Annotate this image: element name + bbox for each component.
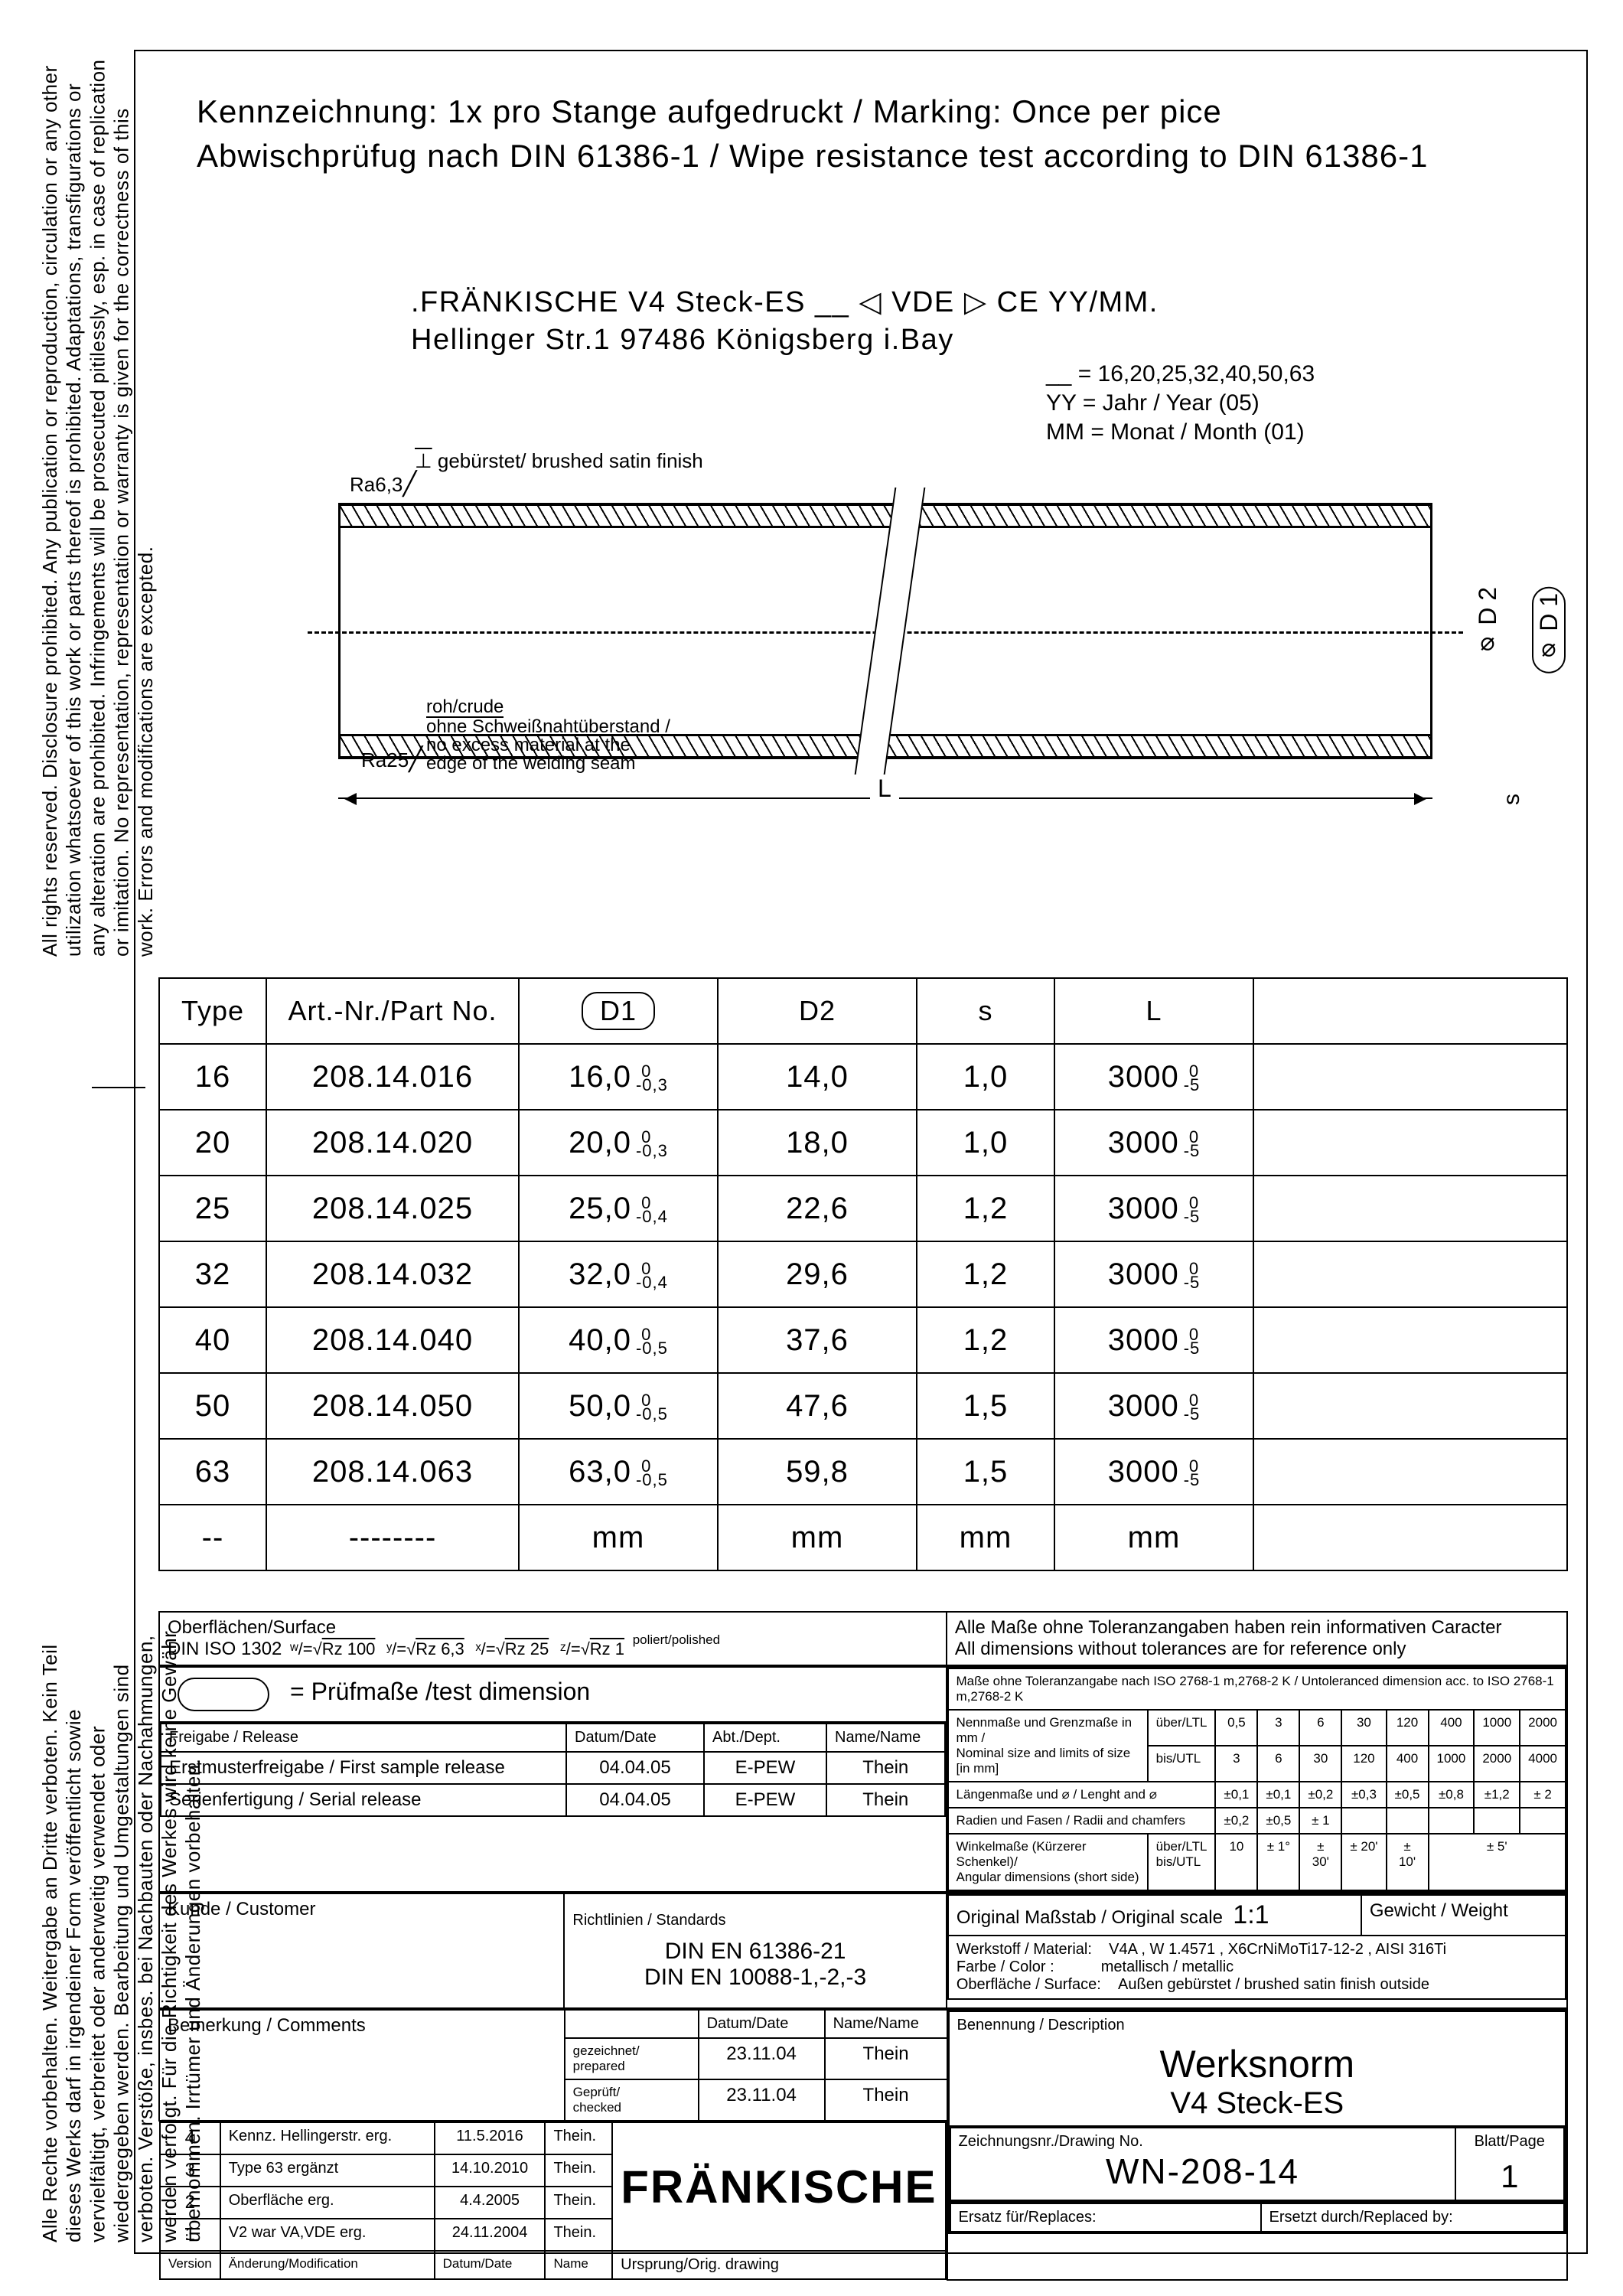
parts-table: Type Art.-Nr./Part No. D1 D2 s L 16208.1… — [158, 977, 1568, 1571]
kunde-cell: Kunde / Customer — [159, 1893, 564, 2008]
table-row: 20208.14.02020,0 0-0,318,01,03000 0-5 — [159, 1110, 1567, 1176]
oval-symbol — [178, 1678, 269, 1711]
tol-table-cell: Maße ohne Toleranzangabe nach ISO 2768-1… — [947, 1667, 1568, 1892]
table-row: 63208.14.06363,0 0-0,559,81,53000 0-5 — [159, 1439, 1567, 1505]
marking-legend: __ = 16,20,25,32,40,50,63 YY = Jahr / Ye… — [1046, 361, 1315, 448]
dim-s: s — [1499, 794, 1525, 805]
legend-2: MM = Monat / Month (01) — [1046, 419, 1315, 445]
ra25-label: Ra25╱ — [361, 746, 422, 773]
standards-cell: Richtlinien / Standards DIN EN 61386-21 … — [564, 1893, 946, 2008]
parts-header: Type Art.-Nr./Part No. D1 D2 s L — [159, 978, 1567, 1044]
dim-D2: ⌀ D 2 — [1473, 587, 1502, 661]
release-cell: Freigabe / ReleaseDatum/DateAbt./Dept.Na… — [159, 1722, 947, 1892]
legend-1: YY = Jahr / Year (05) — [1046, 390, 1315, 416]
description-cell: Benennung / Description Werksnorm V4 Ste… — [947, 2010, 1567, 2280]
surface-cell: Oberflächen/Surface DIN ISO 1302 ʷ/=√Rz … — [159, 1612, 947, 1665]
header-notes: Kennzeichnung: 1x pro Stange aufgedruckt… — [197, 93, 1428, 182]
table-row: 40208.14.04040,0 0-0,537,61,23000 0-5 — [159, 1307, 1567, 1373]
sig-h2: Name/Name — [825, 2010, 947, 2038]
units-row: ----------mmmmmmmm — [159, 1505, 1567, 1570]
th-type: Type — [159, 978, 266, 1044]
th-empty — [1253, 978, 1567, 1044]
scale-material-cell: Original Maßstab / Original scale 1:1 Ge… — [947, 1893, 1567, 2008]
th-part: Art.-Nr./Part No. — [266, 978, 519, 1044]
brushed-label: ⊥ gebürstet/ brushed satin finish — [415, 449, 703, 473]
roh-note: roh/crude ohne Schweißnahtüberstand / no… — [426, 698, 670, 773]
bemerkung-cell: Bemerkung / Comments — [159, 2010, 565, 2121]
th-d1: D1 — [519, 978, 718, 1044]
legend-0: __ = 16,20,25,32,40,50,63 — [1046, 361, 1315, 387]
title-block: Oberflächen/Surface DIN ISO 1302 ʷ/=√Rz … — [158, 1611, 1568, 2281]
marking-line2: Hellinger Str.1 97486 Königsberg i.Bay — [411, 324, 1159, 357]
testdim-cell: = Prüfmaße /test dimension — [159, 1667, 947, 1722]
drawing-frame: Kennzeichnung: 1x pro Stange aufgedruckt… — [134, 50, 1588, 2254]
th-d2: D2 — [718, 978, 917, 1044]
table-row: 50208.14.05050,0 0-0,547,61,53000 0-5 — [159, 1373, 1567, 1439]
header-line2: Abwischprüfug nach DIN 61386-1 / Wipe re… — [197, 138, 1428, 174]
table-row: 25208.14.02525,0 0-0,422,61,23000 0-5 — [159, 1176, 1567, 1241]
ra63-label: Ra6,3╱ — [350, 471, 416, 497]
sig-h1: Datum/Date — [699, 2010, 825, 2038]
table-row: 32208.14.03232,0 0-0,429,61,23000 0-5 — [159, 1241, 1567, 1307]
th-s: s — [917, 978, 1054, 1044]
header-line1: Kennzeichnung: 1x pro Stange aufgedruckt… — [197, 93, 1428, 130]
dim-D1: ⌀ D 1 — [1534, 587, 1563, 673]
dim-L-label: L — [870, 775, 899, 803]
marking-line1: .FRÄNKISCHE V4 Steck-ES __ ◁ VDE ▷ CE YY… — [411, 285, 1159, 319]
sig-h0 — [565, 2010, 699, 2038]
table-row: 16208.14.01616,0 0-0,314,01,03000 0-5 — [159, 1044, 1567, 1110]
tol-note-cell: Alle Maße ohne Toleranzangaben haben rei… — [947, 1612, 1567, 1665]
marking-text: .FRÄNKISCHE V4 Steck-ES __ ◁ VDE ▷ CE YY… — [411, 285, 1159, 357]
th-L: L — [1054, 978, 1253, 1044]
